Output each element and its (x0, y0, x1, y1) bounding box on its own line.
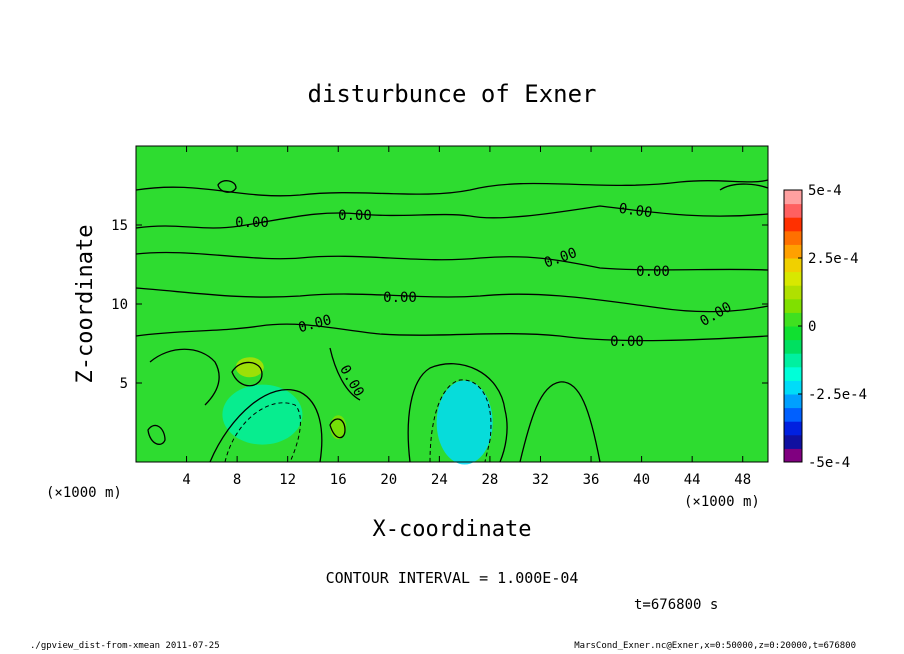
colorbar-segment (784, 244, 802, 259)
y-axis-label: Z-coordinate (73, 225, 98, 384)
colorbar-segment (784, 448, 802, 463)
contour-line (135, 251, 769, 271)
colorbar-segment (784, 380, 802, 395)
contour-line (519, 381, 601, 463)
contour-interval-note: CONTOUR INTERVAL = 1.000E-04 (326, 569, 579, 587)
contour-line (135, 323, 769, 342)
contour-line (147, 424, 166, 445)
colorbar-segment (784, 353, 802, 368)
contour-line (135, 179, 769, 197)
anomaly-layer (222, 357, 493, 465)
colorbar-tick-label: -2.5e-4 (808, 387, 867, 403)
colorbar-segment (784, 312, 802, 327)
colorbar-segment (784, 298, 802, 313)
contour-line (209, 389, 323, 463)
contour-label: 0.00 (610, 334, 644, 350)
colorbar-tick-label: 5e-4 (808, 183, 842, 199)
x-tick-label: 8 (233, 472, 241, 488)
contour-line (135, 205, 769, 229)
x-tick-label: 16 (330, 472, 347, 488)
time-label: t=676800 s (634, 597, 718, 613)
contour-line (719, 183, 769, 191)
anomaly-region (222, 384, 303, 445)
contour-line (407, 363, 508, 463)
contour-line (231, 361, 263, 387)
colorbar-segment (784, 326, 802, 341)
contour-line (149, 348, 220, 406)
colorbar-segment (784, 285, 802, 300)
contour-label-layer: 0.000.000.000.000.000.000.000.00 0.000.00 (235, 201, 734, 400)
y-tick-label: 5 (120, 376, 128, 392)
x-tick-label: 28 (481, 472, 498, 488)
x-tick-label: 12 (279, 472, 296, 488)
x-axis-unit-left: (×1000 m) (46, 485, 122, 501)
plot-area: 0.000.000.000.000.000.000.000.00 0.000.00… (111, 145, 769, 488)
x-tick-label: 20 (380, 472, 397, 488)
contour-label: 0.00 (235, 215, 269, 231)
x-tick-label: 40 (633, 472, 650, 488)
colorbar-segment (784, 230, 802, 245)
colorbar-segment (784, 407, 802, 422)
colorbar-segment (784, 421, 802, 436)
chart-title: disturbunce of Exner (308, 80, 597, 108)
colorbar-tick-label: -5e-4 (808, 455, 850, 471)
colorbar: 5e-4 2.5e-4 0 -2.5e-4 -5e-4 (783, 183, 867, 471)
colorbar-segment (784, 366, 802, 381)
colorbar-segment (784, 190, 802, 205)
contour-lines (135, 179, 769, 463)
negative-contour-line (429, 379, 492, 463)
contour-line (135, 287, 769, 313)
colorbar-tick-label: 2.5e-4 (808, 251, 859, 267)
y-axis-ticks: 5 10 15 (111, 218, 768, 392)
colorbar-segment (784, 339, 802, 354)
contour-line (217, 180, 237, 193)
colorbar-tick-label: 0 (808, 319, 816, 335)
x-tick-label: 32 (532, 472, 549, 488)
colorbar-segment (784, 394, 802, 409)
contour-line (329, 418, 346, 439)
anomaly-region (436, 380, 493, 465)
y-tick-label: 10 (111, 297, 128, 313)
contour-label: 0.00 (618, 201, 654, 222)
y-tick-label: 15 (111, 218, 128, 234)
contour-label: 0.00 (636, 264, 670, 280)
contour-label: 0.00 (338, 208, 372, 224)
negative-contour-lines (224, 379, 492, 463)
colorbar-segment (784, 203, 802, 218)
colorbar-segment (784, 434, 802, 449)
colorbar-segment (784, 271, 802, 286)
x-tick-label: 48 (734, 472, 751, 488)
x-axis-ticks: 4 8 12 16 20 24 28 32 36 40 44 48 (182, 146, 751, 488)
anomaly-region (235, 357, 264, 378)
x-axis-label: X-coordinate (373, 517, 532, 542)
x-tick-label: 36 (583, 472, 600, 488)
contour-label: 0.00 (383, 290, 417, 306)
footer-left: ./gpview_dist-from-xmean 2011-07-25 (30, 641, 220, 651)
x-tick-label: 44 (684, 472, 701, 488)
x-axis-unit-right: (×1000 m) (684, 494, 760, 510)
x-tick-label: 24 (431, 472, 448, 488)
x-tick-label: 4 (182, 472, 190, 488)
footer-right: MarsCond_Exner.nc@Exner,x=0:50000,z=0:20… (574, 641, 856, 651)
contour-line (329, 347, 361, 401)
colorbar-segment (784, 258, 802, 273)
negative-contour-line (224, 402, 301, 463)
colorbar-segment (784, 217, 802, 232)
